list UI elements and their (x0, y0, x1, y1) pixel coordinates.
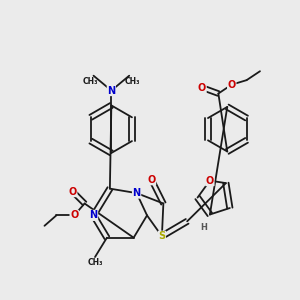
Text: O: O (69, 187, 77, 196)
Text: N: N (107, 85, 116, 96)
Text: CH₃: CH₃ (124, 77, 140, 86)
Text: H: H (200, 223, 207, 232)
Text: O: O (206, 176, 214, 186)
Text: S: S (158, 231, 166, 241)
Text: CH₃: CH₃ (87, 258, 103, 267)
Text: O: O (70, 210, 78, 220)
Text: CH₃: CH₃ (83, 77, 98, 86)
Text: O: O (147, 175, 156, 185)
Text: N: N (133, 188, 141, 198)
Text: O: O (228, 80, 236, 90)
Text: O: O (198, 82, 206, 93)
Text: N: N (89, 210, 98, 220)
